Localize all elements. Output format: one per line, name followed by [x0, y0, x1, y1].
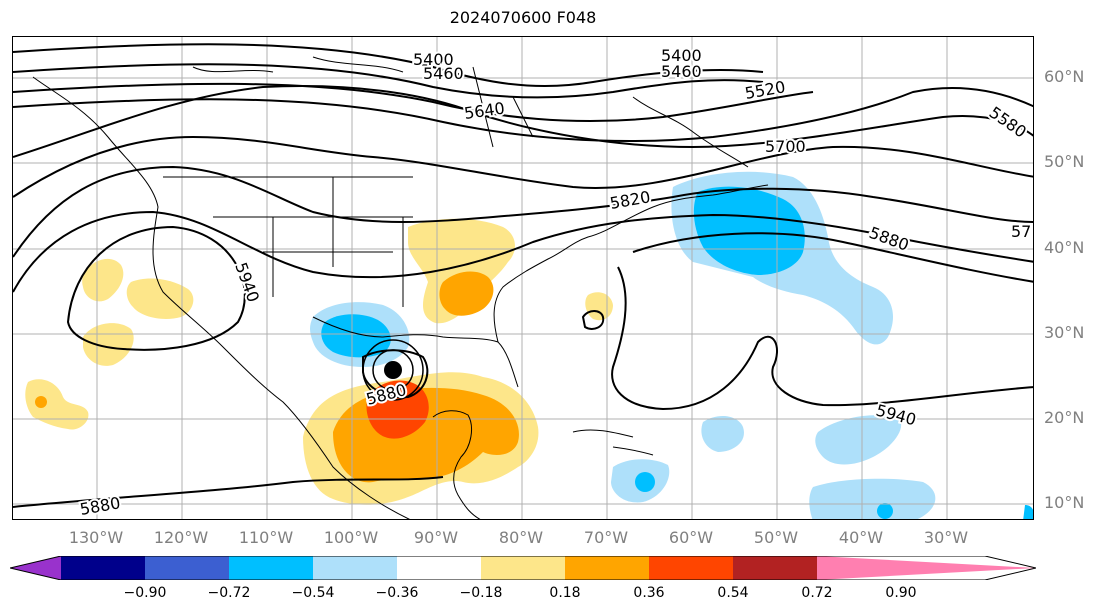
contour-labels: 5400 5460 5400 5460 5520 5580 5640 5700 … — [76, 44, 1033, 519]
contour-label: 5880 — [78, 493, 121, 519]
colorbar-tick: −0.18 — [459, 585, 503, 601]
colorbar-tick: −0.36 — [375, 585, 419, 601]
contour-label: 5460 — [661, 62, 702, 81]
lat-label: 40°N — [1044, 238, 1085, 257]
lon-label: 90°W — [413, 528, 459, 547]
contour-label: 5940 — [231, 260, 263, 305]
contour-label: 5820 — [608, 187, 651, 213]
lat-label: 10°N — [1044, 493, 1085, 512]
colorbar-tick: 0.54 — [717, 585, 749, 601]
map-title: 2024070600 F048 — [449, 8, 597, 27]
colorbar-tick: −0.54 — [291, 585, 335, 601]
coastlines — [32, 56, 769, 519]
lat-label: 30°N — [1044, 323, 1085, 342]
colorbar-tick: 0.36 — [633, 585, 665, 601]
colorbar-tick: 0.72 — [801, 585, 833, 601]
lon-label: 120°W — [153, 528, 209, 547]
lon-label: 40°W — [838, 528, 884, 547]
lon-label: 130°W — [68, 528, 124, 547]
colorbar-tick: 0.18 — [549, 585, 581, 601]
lat-label: 50°N — [1044, 152, 1085, 171]
lon-label: 80°W — [498, 528, 544, 547]
colorbar-segment — [481, 556, 565, 580]
lon-label: 60°W — [668, 528, 714, 547]
lon-label: 70°W — [583, 528, 629, 547]
colorbar-segment — [649, 556, 733, 580]
colorbar-segment — [733, 556, 817, 580]
lat-label: 60°N — [1044, 67, 1085, 86]
colorbar-extend-high — [817, 556, 1036, 580]
lon-label: 30°W — [923, 528, 969, 547]
storm-center-marker — [362, 339, 424, 401]
contour-label: 5580 — [986, 103, 1030, 142]
colorbar-tick: −0.72 — [207, 585, 251, 601]
colorbar-segment — [397, 556, 481, 580]
lon-label: 110°W — [238, 528, 294, 547]
height-contours — [13, 43, 1033, 508]
colorbar — [10, 556, 1036, 580]
colorbar-extend-low — [10, 556, 61, 580]
lon-label: 100°W — [323, 528, 379, 547]
colorbar-tick: 0.90 — [885, 585, 917, 601]
contour-label: 57 — [1011, 222, 1031, 241]
contour-label: 5460 — [423, 64, 464, 83]
contour-label: 5700 — [765, 137, 806, 156]
lon-label: 50°W — [753, 528, 799, 547]
contour-label: 5400 — [661, 46, 702, 65]
map-canvas: 5400 5460 5400 5460 5520 5580 5640 5700 … — [13, 37, 1033, 519]
contour-label: 5400 — [413, 50, 454, 69]
colorbar-segment — [145, 556, 229, 580]
contour-label: 5880 — [867, 223, 912, 255]
colorbar-segment — [61, 556, 145, 580]
colorbar-segment — [313, 556, 397, 580]
map-panel: 5400 5460 5400 5460 5520 5580 5640 5700 … — [12, 36, 1034, 520]
lat-label: 20°N — [1044, 408, 1085, 427]
colorbar-segment — [565, 556, 649, 580]
colorbar-segment — [229, 556, 313, 580]
colorbar-tick: −0.90 — [123, 585, 167, 601]
positive-anomaly-shading — [25, 218, 613, 505]
